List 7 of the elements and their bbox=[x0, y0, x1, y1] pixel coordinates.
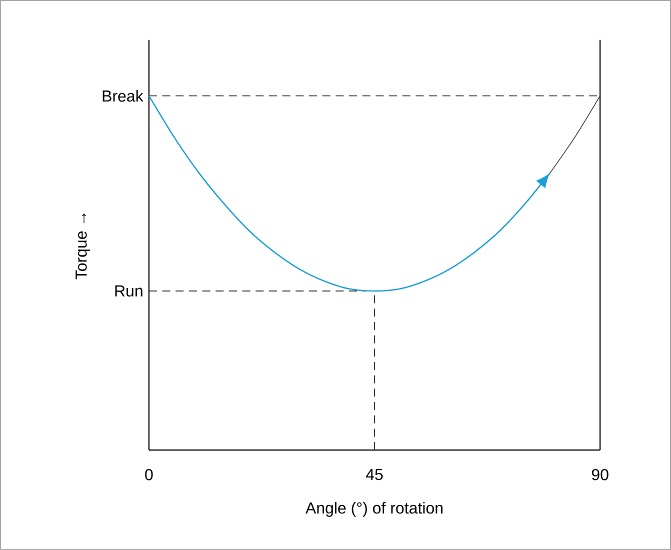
x-tick-label: 0 bbox=[145, 469, 153, 480]
ref-line-label: Break bbox=[102, 90, 144, 102]
y-axis-title: Torque → bbox=[76, 214, 90, 280]
x-tick-label: 90 bbox=[592, 469, 608, 480]
x-tick-label: 45 bbox=[366, 469, 383, 480]
ref-line-label: Run bbox=[115, 285, 142, 297]
x-axis-title: Angle (°) of rotation bbox=[305, 502, 442, 517]
